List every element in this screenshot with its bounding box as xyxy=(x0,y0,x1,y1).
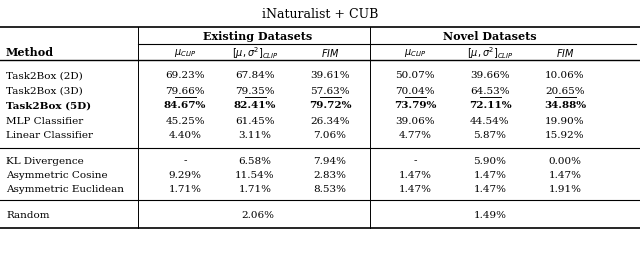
Text: 79.66%: 79.66% xyxy=(165,86,205,96)
Text: 8.53%: 8.53% xyxy=(314,184,346,194)
Text: 73.79%: 73.79% xyxy=(394,102,436,110)
Text: KL Divergence: KL Divergence xyxy=(6,157,84,166)
Text: 2.06%: 2.06% xyxy=(241,211,274,220)
Text: 61.45%: 61.45% xyxy=(235,116,275,126)
Text: 7.94%: 7.94% xyxy=(314,157,346,166)
Text: -: - xyxy=(413,157,417,166)
Text: Asymmetric Euclidean: Asymmetric Euclidean xyxy=(6,184,124,194)
Text: 4.77%: 4.77% xyxy=(399,131,431,140)
Text: Linear Classifier: Linear Classifier xyxy=(6,131,93,140)
Text: 9.29%: 9.29% xyxy=(168,170,202,180)
Text: 5.90%: 5.90% xyxy=(474,157,506,166)
Text: 1.47%: 1.47% xyxy=(399,184,431,194)
Text: $FIM$: $FIM$ xyxy=(321,47,339,59)
Text: 45.25%: 45.25% xyxy=(165,116,205,126)
Text: 1.47%: 1.47% xyxy=(399,170,431,180)
Text: 64.53%: 64.53% xyxy=(470,86,510,96)
Text: 3.11%: 3.11% xyxy=(239,131,271,140)
Text: -: - xyxy=(183,157,187,166)
Text: 72.11%: 72.11% xyxy=(468,102,511,110)
Text: $[\mu, \sigma^2]_{CLIP}$: $[\mu, \sigma^2]_{CLIP}$ xyxy=(232,45,278,61)
Text: 34.88%: 34.88% xyxy=(544,102,586,110)
Text: 39.61%: 39.61% xyxy=(310,72,350,80)
Text: MLP Classifier: MLP Classifier xyxy=(6,116,83,126)
Text: 1.71%: 1.71% xyxy=(168,184,202,194)
Text: 0.00%: 0.00% xyxy=(548,157,582,166)
Text: 5.87%: 5.87% xyxy=(474,131,506,140)
Text: 19.90%: 19.90% xyxy=(545,116,585,126)
Text: 57.63%: 57.63% xyxy=(310,86,350,96)
Text: 26.34%: 26.34% xyxy=(310,116,350,126)
Text: 1.49%: 1.49% xyxy=(474,211,506,220)
Text: 39.06%: 39.06% xyxy=(395,116,435,126)
Text: 69.23%: 69.23% xyxy=(165,72,205,80)
Text: 82.41%: 82.41% xyxy=(234,102,276,110)
Text: Random: Random xyxy=(6,211,49,220)
Text: 15.92%: 15.92% xyxy=(545,131,585,140)
Text: $\mu_{CLIP}$: $\mu_{CLIP}$ xyxy=(173,47,196,59)
Text: 50.07%: 50.07% xyxy=(395,72,435,80)
Text: 20.65%: 20.65% xyxy=(545,86,585,96)
Text: 7.06%: 7.06% xyxy=(314,131,346,140)
Text: Task2Box (5D): Task2Box (5D) xyxy=(6,102,91,110)
Text: Task2Box (3D): Task2Box (3D) xyxy=(6,86,83,96)
Text: 70.04%: 70.04% xyxy=(395,86,435,96)
Text: $[\mu, \sigma^2]_{CLIP}$: $[\mu, \sigma^2]_{CLIP}$ xyxy=(467,45,513,61)
Text: Asymmetric Cosine: Asymmetric Cosine xyxy=(6,170,108,180)
Text: 39.66%: 39.66% xyxy=(470,72,510,80)
Text: Task2Box (2D): Task2Box (2D) xyxy=(6,72,83,80)
Text: 11.54%: 11.54% xyxy=(235,170,275,180)
Text: 1.71%: 1.71% xyxy=(239,184,271,194)
Text: 79.35%: 79.35% xyxy=(235,86,275,96)
Text: 1.91%: 1.91% xyxy=(548,184,582,194)
Text: 79.72%: 79.72% xyxy=(308,102,351,110)
Text: 4.40%: 4.40% xyxy=(168,131,202,140)
Text: 1.47%: 1.47% xyxy=(548,170,582,180)
Text: Novel Datasets: Novel Datasets xyxy=(443,31,537,42)
Text: 84.67%: 84.67% xyxy=(164,102,206,110)
Text: Existing Datasets: Existing Datasets xyxy=(203,31,312,42)
Text: 6.58%: 6.58% xyxy=(239,157,271,166)
Text: 10.06%: 10.06% xyxy=(545,72,585,80)
Text: $\mu_{CLIP}$: $\mu_{CLIP}$ xyxy=(403,47,426,59)
Text: 67.84%: 67.84% xyxy=(235,72,275,80)
Text: 1.47%: 1.47% xyxy=(474,184,506,194)
Text: iNaturalist + CUB: iNaturalist + CUB xyxy=(262,8,378,21)
Text: 2.83%: 2.83% xyxy=(314,170,346,180)
Text: $FIM$: $FIM$ xyxy=(556,47,574,59)
Text: 44.54%: 44.54% xyxy=(470,116,510,126)
Text: 1.47%: 1.47% xyxy=(474,170,506,180)
Text: Method: Method xyxy=(6,48,54,59)
